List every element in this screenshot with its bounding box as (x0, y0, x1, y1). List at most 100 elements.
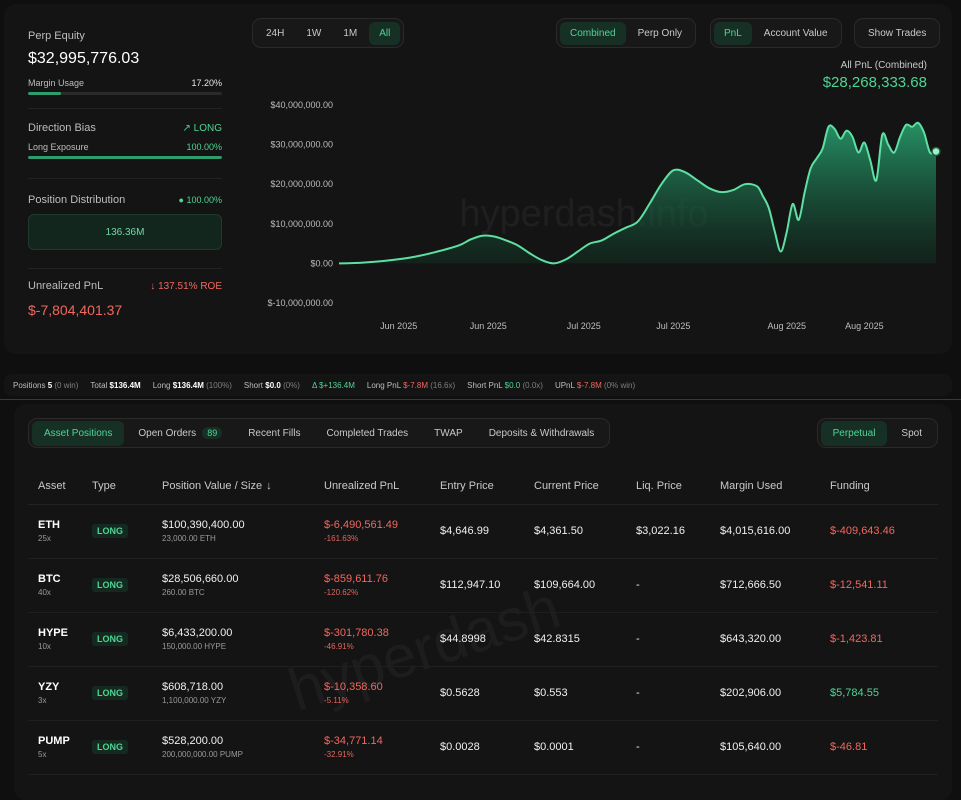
funding: $5,784.55 (830, 687, 879, 699)
range-button-all[interactable]: All (369, 21, 401, 45)
position-value: $528,200.00 (162, 735, 224, 747)
column-header-type[interactable]: Type (92, 468, 162, 505)
mode-button-perp-only[interactable]: Perp Only (637, 27, 683, 39)
tab-label: TWAP (434, 427, 463, 439)
mode-button-combined[interactable]: Combined (560, 21, 626, 45)
leverage: 3x (38, 696, 47, 705)
column-header-unrealized-pnl[interactable]: Unrealized PnL (324, 468, 440, 505)
position-value: $100,390,400.00 (162, 519, 245, 531)
x-tick-label: Jul 2025 (567, 321, 601, 331)
unrealized-pnl-pct: -5.11% (324, 696, 349, 705)
column-header-current-price[interactable]: Current Price (534, 468, 636, 505)
asset-symbol[interactable]: YZY (38, 681, 60, 693)
column-header-entry-price[interactable]: Entry Price (440, 468, 534, 505)
range-selector: 24H 1W 1M All (252, 18, 405, 48)
margin-usage-bar (28, 92, 222, 95)
tab-label: Open Orders (138, 427, 197, 439)
tab-completed-trades[interactable]: Completed Trades (314, 421, 420, 446)
asset-symbol[interactable]: PUMP (38, 735, 70, 747)
position-distribution-label: Position Distribution (28, 194, 126, 206)
metric-button-pnl[interactable]: PnL (714, 21, 752, 45)
position-distribution-pct-wrap: ● 100.00% (179, 195, 222, 205)
column-header-asset[interactable]: Asset (28, 468, 92, 505)
x-tick-label: Aug 2025 (767, 321, 806, 331)
section-divider (0, 399, 961, 400)
tab-spot[interactable]: Spot (901, 427, 922, 439)
table-row[interactable]: ETH 25x LONG $100,390,400.00 23,000.00 ETH $-… (28, 504, 938, 559)
margin-used: $202,906.00 (720, 687, 782, 699)
pnl-area-fill (339, 122, 936, 264)
table-row[interactable]: PUMP 5x LONG $528,200.00 200,000,000.00 PUMP… (28, 720, 938, 775)
unrealized-pnl-pct: -120.62% (324, 588, 359, 597)
show-trades-button[interactable]: Show Trades (868, 27, 927, 39)
strip-delta: Δ $+136.4M (311, 380, 355, 390)
current-price: $0.0001 (534, 741, 574, 753)
latest-point-marker[interactable] (931, 146, 941, 157)
tab-label: Recent Fills (248, 427, 301, 439)
tab-deposits-withdrawals[interactable]: Deposits & Withdrawals (477, 421, 607, 446)
position-size: 150,000.00 HYPE (162, 642, 227, 651)
range-button-24h[interactable]: 24H (266, 27, 285, 39)
asset-symbol[interactable]: BTC (38, 573, 61, 585)
table-row[interactable]: HYPE 10x LONG $6,433,200.00 150,000.00 HYPE $… (28, 612, 938, 667)
funding: $-409,643.46 (830, 525, 895, 537)
delta-icon: Δ (311, 380, 317, 390)
divider (28, 268, 222, 269)
y-tick-label: $0.00 (310, 258, 333, 268)
direction-bias-value-wrap: ↗ LONG (182, 123, 222, 134)
range-button-1m[interactable]: 1M (343, 27, 358, 39)
dot-icon: ● (178, 195, 184, 205)
positions-summary-strip: Positions 5 (0 win) Total $136.4M Long $… (4, 374, 952, 396)
table-header-row: Asset Type Position Value / Size ↓ Unrealize… (28, 468, 938, 505)
metric-selector: PnL Account Value (710, 18, 842, 48)
funding: $-12,541.11 (830, 579, 888, 591)
tab-asset-positions[interactable]: Asset Positions (32, 420, 125, 446)
column-header-margin-used[interactable]: Margin Used (720, 468, 830, 505)
table-row[interactable]: BTC 40x LONG $28,506,660.00 260.00 BTC $-859,… (28, 558, 938, 613)
table-row[interactable]: YZY 3x LONG $608,718.00 1,100,000.00 YZY $-10… (28, 666, 938, 721)
position-size: 200,000,000.00 PUMP (162, 750, 243, 759)
margin-used: $4,015,616.00 (720, 525, 791, 537)
sort-desc-icon[interactable]: ↓ (266, 479, 272, 492)
entry-price: $44.8998 (440, 633, 486, 645)
tab-recent-fills[interactable]: Recent Fills (236, 421, 312, 446)
position-value: $28,506,660.00 (162, 573, 239, 585)
position-distribution-bar[interactable]: 136.36M (28, 214, 222, 250)
roe-wrap: ↓ 137.51% ROE (150, 281, 222, 292)
account-summary: Perp Equity $32,995,776.03 Margin Usage … (4, 4, 244, 354)
unrealized-pnl-label: Unrealized PnL (28, 280, 104, 292)
current-price: $109,664.00 (534, 579, 596, 591)
pnl-series-line (338, 121, 937, 265)
position-distribution-pct: 100.00% (186, 195, 222, 205)
pnl-area-chart[interactable]: hyperdash.info$40,000,000.00$30,000,000.… (244, 4, 952, 354)
asset-symbol[interactable]: HYPE (38, 627, 68, 639)
position-distribution-value: 136.36M (105, 226, 145, 238)
perp-equity-value: $32,995,776.03 (28, 50, 140, 67)
tab-label: Asset Positions (44, 427, 113, 439)
tab-open-orders[interactable]: Open Orders 89 (126, 420, 234, 446)
position-type-badge: LONG (92, 632, 128, 646)
column-header-funding[interactable]: Funding (830, 468, 938, 505)
entry-price: $112,947.10 (440, 579, 501, 591)
liq-price: - (636, 633, 640, 645)
column-header-liq-price[interactable]: Liq. Price (636, 468, 720, 505)
y-tick-label: $40,000,000.00 (270, 100, 333, 110)
pnl-chart-panel: 24H 1W 1M All Combined Perp Only PnL Account … (244, 4, 952, 354)
position-size: 1,100,000.00 YZY (162, 696, 227, 705)
position-type-badge: LONG (92, 686, 128, 700)
unrealized-pnl-pct: -161.63% (324, 534, 359, 543)
unrealized-pnl-pct: -32.91% (324, 750, 354, 759)
liq-price: $3,022.16 (636, 525, 685, 537)
funding: $-46.81 (830, 741, 868, 753)
leverage: 40x (38, 588, 51, 597)
metric-button-account-value[interactable]: Account Value (763, 27, 828, 39)
y-tick-label: $10,000,000.00 (270, 219, 333, 229)
asset-symbol[interactable]: ETH (38, 519, 60, 531)
tab-twap[interactable]: TWAP (422, 421, 475, 446)
margin-used: $643,320.00 (720, 633, 782, 645)
column-header-position-value-size[interactable]: Position Value / Size ↓ (162, 468, 324, 505)
range-button-1w[interactable]: 1W (306, 27, 322, 39)
position-value: $6,433,200.00 (162, 627, 233, 639)
tab-perpetual[interactable]: Perpetual (820, 420, 888, 446)
leverage: 5x (38, 750, 47, 759)
